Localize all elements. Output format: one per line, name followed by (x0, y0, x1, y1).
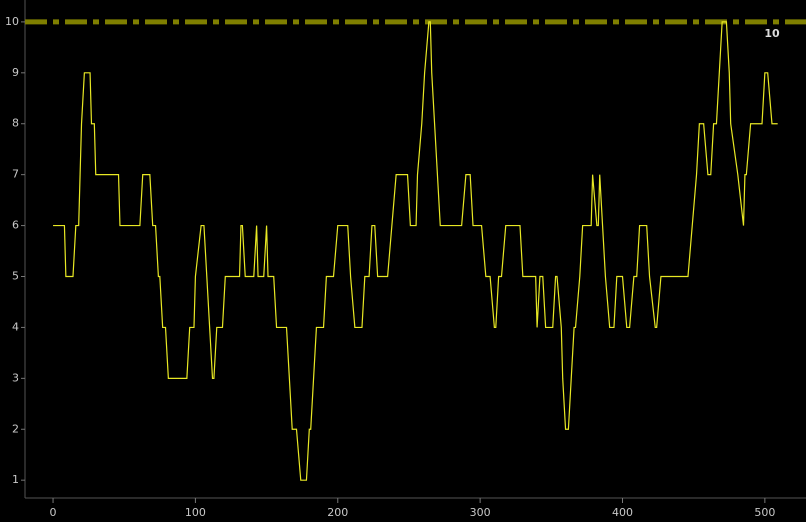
x-tick-label: 400 (612, 506, 633, 519)
y-tick-label: 4 (12, 320, 19, 333)
reference-label: 10 (764, 27, 780, 40)
x-tick-label: 500 (754, 506, 775, 519)
y-tick-label: 2 (12, 422, 19, 435)
x-tick-label: 0 (50, 506, 57, 519)
x-tick-label: 100 (185, 506, 206, 519)
y-tick-label: 7 (12, 168, 19, 181)
y-tick-label: 5 (12, 269, 19, 282)
y-tick-label: 10 (5, 15, 19, 28)
y-tick-label: 1 (12, 473, 19, 486)
y-tick-label: 3 (12, 371, 19, 384)
y-tick-label: 8 (12, 117, 19, 130)
x-tick-label: 200 (327, 506, 348, 519)
y-tick-label: 6 (12, 219, 19, 232)
x-tick-label: 300 (470, 506, 491, 519)
line-series (53, 21, 778, 481)
y-tick-label: 9 (12, 66, 19, 79)
